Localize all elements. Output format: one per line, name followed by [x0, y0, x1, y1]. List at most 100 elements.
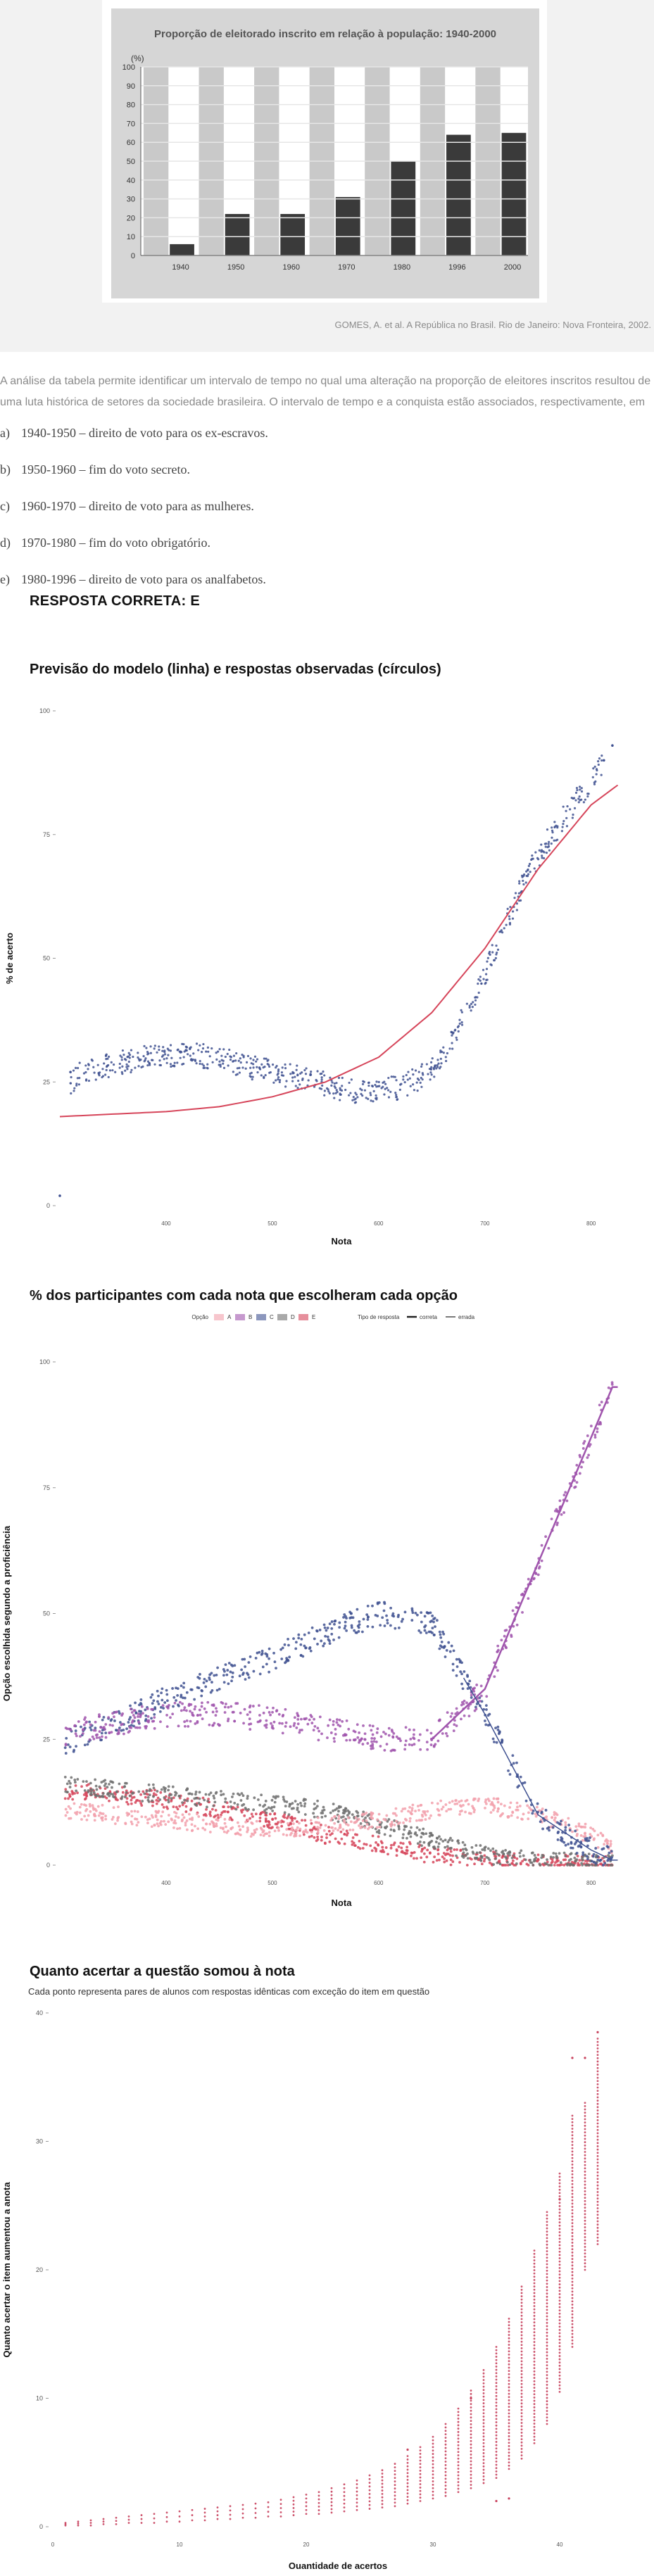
gain-point [596, 2132, 599, 2135]
option-b-point [510, 1635, 513, 1639]
gain-point [356, 2501, 358, 2504]
gain-point [254, 2507, 257, 2510]
observed-point [479, 976, 482, 978]
option-e-point [420, 1856, 423, 1860]
option-c-point [500, 1741, 503, 1744]
option-d-point [68, 1779, 71, 1783]
option-e-point [405, 1849, 409, 1852]
option-e-point [310, 1834, 313, 1838]
option-e-point [236, 1805, 239, 1809]
gain-point [444, 2467, 447, 2470]
option-b-point [316, 1726, 320, 1730]
option-a-point [282, 1833, 285, 1836]
gain-point [279, 2503, 282, 2506]
option-d-point [432, 1845, 435, 1849]
gain-point [558, 2286, 561, 2289]
option-a-point [268, 1831, 271, 1834]
option-e-point [356, 1833, 359, 1836]
gain-point [470, 2467, 472, 2469]
observed-point [339, 1092, 341, 1095]
option-b-point [108, 1723, 112, 1726]
option-e-point [578, 1859, 581, 1862]
gain-point [520, 2311, 523, 2314]
gain-point [596, 2076, 599, 2079]
observed-point [219, 1065, 222, 1068]
observed-point [125, 1063, 128, 1066]
option-e-point [404, 1852, 407, 1855]
option-e-point [511, 1859, 515, 1862]
gain-point [596, 2181, 599, 2183]
observed-point [335, 1082, 338, 1085]
observed-point [356, 1096, 359, 1099]
observed-point [298, 1083, 301, 1086]
observed-point [386, 1089, 390, 1092]
gain-point [533, 2288, 536, 2291]
gain-point [558, 2221, 561, 2223]
observed-point [323, 1090, 327, 1092]
observed-point [106, 1057, 109, 1060]
option-d-point [220, 1793, 223, 1797]
observed-point [480, 982, 483, 985]
gain-point [546, 2393, 548, 2396]
option-d-point [397, 1827, 401, 1831]
observed-point [333, 1097, 336, 1099]
option-e-point [230, 1807, 234, 1810]
option-c-point [494, 1726, 497, 1730]
option-b-point [312, 1729, 315, 1732]
option-b-point [471, 1688, 474, 1691]
option-e-point [189, 1807, 193, 1810]
option-e-point [584, 1860, 587, 1862]
option-e-point [375, 1841, 377, 1844]
option-c-point [323, 1626, 327, 1629]
option-e-point [217, 1816, 220, 1819]
gain-point [584, 2154, 586, 2157]
option-d-point [566, 1864, 569, 1867]
gain-point [470, 2433, 472, 2436]
gain-point [457, 2411, 460, 2413]
gain-point [368, 2500, 371, 2503]
option-b-point [558, 1499, 562, 1503]
gain-point [571, 2192, 574, 2195]
option-c-point [264, 1652, 268, 1655]
option-a-point [64, 1807, 68, 1811]
gain-point [546, 2335, 548, 2337]
option-b-point [596, 1430, 599, 1434]
observed-point [361, 1082, 365, 1085]
gain-point [596, 2204, 599, 2206]
option-b-point [185, 1719, 189, 1722]
x-tick-label: 0 [51, 2542, 55, 2548]
observed-point [369, 1092, 372, 1094]
observed-point [289, 1073, 292, 1075]
option-e-point [265, 1824, 269, 1827]
option-c-point [483, 1719, 486, 1722]
legend-swatch [256, 1314, 266, 1320]
option-c-point [247, 1661, 251, 1664]
option-e-point [184, 1805, 188, 1808]
option-a-point [589, 1833, 592, 1836]
gain-point [482, 2416, 485, 2418]
gain-point [584, 2262, 586, 2265]
gain-point [596, 2080, 599, 2083]
option-c-point [458, 1659, 462, 1662]
option-a-point [223, 1821, 227, 1825]
gain-point [368, 2489, 371, 2492]
gain-point [558, 2254, 561, 2256]
observed-point [144, 1057, 147, 1060]
gain-point [495, 2437, 498, 2440]
y-tick-label: 50 [43, 955, 50, 962]
option-a-point [309, 1819, 313, 1822]
option-a-point [553, 1819, 556, 1821]
option-a-point [331, 1826, 334, 1829]
option-b-point [309, 1714, 313, 1717]
option-c-point [210, 1681, 213, 1684]
option-a-point [296, 1826, 299, 1829]
observed-point [237, 1059, 240, 1062]
observed-point [158, 1059, 161, 1062]
option-a-point [215, 1818, 218, 1821]
option-d-point [420, 1844, 423, 1848]
option-a-point [93, 1819, 96, 1822]
option-a-point [360, 1825, 363, 1829]
observed-point [202, 1064, 205, 1067]
gain-point [495, 2352, 498, 2355]
option-d-point [466, 1852, 469, 1855]
